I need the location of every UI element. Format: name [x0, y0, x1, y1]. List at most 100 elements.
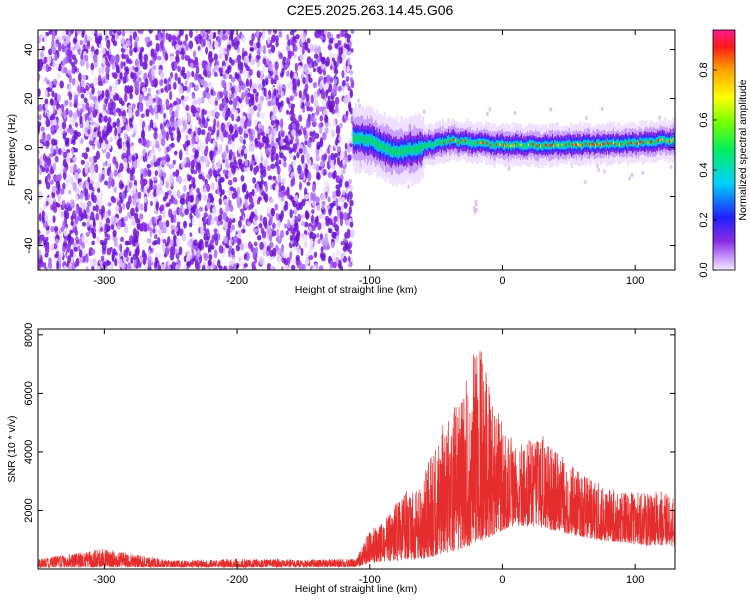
spectrogram-noise-cell [121, 202, 126, 210]
spectrogram-signal-cell [360, 133, 364, 142]
spectrogram-noise-cell [345, 43, 350, 50]
spectrogram-noise-cell [349, 221, 354, 228]
spectrogram-noise-cell [262, 169, 267, 178]
spectrogram-noise-cell [138, 52, 142, 60]
spectrogram-noise-cell [321, 132, 327, 141]
spectrogram-noise-cell [182, 119, 186, 128]
spectrogram-noise-cell [167, 84, 172, 91]
spectrogram-noise-cell [325, 88, 330, 94]
spectrogram-noise-cell [100, 226, 104, 232]
spectrogram-noise-cell [291, 176, 296, 186]
spectrogram-noise-cell [336, 190, 341, 197]
spectrogram-noise-cell [99, 190, 104, 200]
spectrogram-signal-cell [424, 142, 427, 148]
spectrogram-noise-cell [112, 236, 118, 243]
spectrogram-noise-cell [253, 119, 258, 127]
spectrogram-noise-cell [47, 261, 53, 270]
spectrogram-noise-cell [224, 33, 228, 40]
spectrogram-noise-cell [283, 265, 287, 270]
spectrogram-noise-cell [240, 175, 245, 182]
spectrogram-signal-cell [368, 136, 371, 145]
spectrogram-noise-cell [334, 197, 339, 208]
spectrogram-noise-cell [223, 199, 228, 205]
spectrogram-noise-cell [38, 104, 42, 112]
spectrogram-noise-cell [131, 103, 136, 110]
spectrogram-noise-cell [342, 159, 346, 166]
spectrogram-noise-cell [233, 235, 238, 244]
spectrogram-signal-cell [523, 144, 526, 149]
spectrogram-noise-cell [264, 147, 269, 155]
spectrogram-noise-cell [330, 152, 335, 161]
spectrogram-noise-cell [315, 196, 320, 204]
spectrogram-noise-cell [116, 139, 121, 147]
spectrogram-noise-cell [142, 137, 147, 148]
spectrogram-noise-cell [85, 147, 90, 153]
spectrogram-noise-cell [266, 206, 271, 215]
spectrogram-noise-cell [308, 246, 312, 255]
spectrogram-noise-cell [270, 35, 275, 44]
spectrogram-noise-cell [135, 80, 140, 91]
spectrogram-noise-cell [297, 46, 303, 53]
spectrogram-signal-cell [369, 135, 372, 143]
spectrogram-noise-cell [80, 52, 84, 61]
spectrogram-noise-cell [288, 165, 292, 173]
spectrogram-noise-cell [304, 41, 309, 51]
spectrogram-noise-cell [200, 96, 205, 104]
spectrogram-noise-cell [304, 83, 309, 92]
spectrogram-signal-cell [479, 139, 482, 145]
spectrogram-noise-cell [111, 197, 117, 204]
spectrogram-noise-cell [222, 65, 226, 70]
spectrogram-noise-cell [305, 74, 309, 84]
spectrogram-noise-cell [236, 101, 240, 107]
spectrogram-noise-cell [233, 123, 238, 130]
spectrogram-noise-cell [54, 30, 58, 36]
spectrogram-noise-cell [114, 54, 119, 64]
spectrogram-noise-cell [210, 181, 215, 192]
spectrogram-noise-cell [321, 56, 326, 65]
spectrogram-noise-cell [349, 107, 354, 115]
spectrogram-signal-cell [609, 141, 612, 147]
spectrogram-signal-cell [385, 144, 389, 153]
spectrogram-noise-cell [239, 215, 243, 221]
spectrogram-noise-cell [182, 85, 188, 91]
spectrogram-noise-cell [130, 71, 134, 80]
spectrogram-noise-cell [336, 156, 341, 166]
spectrogram-noise-cell [289, 208, 293, 219]
spectrogram-noise-cell [191, 135, 196, 145]
spectrogram-signal-cell [516, 142, 519, 147]
spectrogram-noise-cell [114, 258, 118, 267]
spectrogram-noise-cell [237, 60, 242, 70]
spectrogram-noise-cell [228, 179, 233, 186]
spectrogram-noise-cell [128, 251, 132, 257]
spectrogram-signal-cell [463, 139, 466, 144]
spectrogram-noise-cell [328, 51, 332, 60]
spectrogram-noise-cell [259, 256, 264, 266]
spectrogram-noise-cell [213, 53, 218, 62]
spectrogram-noise-cell [165, 247, 169, 256]
spectrogram-noise-cell [76, 245, 81, 252]
spectrogram-noise-cell [79, 199, 83, 208]
spectrogram-noise-cell [253, 105, 258, 111]
spectrogram-noise-cell [85, 231, 90, 237]
spectrogram-noise-cell [188, 30, 193, 38]
spectrogram-signal-cell [492, 142, 495, 147]
spectrogram-noise-cell [148, 95, 154, 105]
spectrogram-signal-cell [362, 134, 365, 141]
spectrogram-noise-cell [143, 206, 148, 212]
spectrogram-noise-cell [123, 71, 128, 78]
spectrogram-noise-cell [143, 196, 147, 204]
spectrogram-noise-cell [293, 143, 298, 151]
spectrogram-noise-cell [253, 168, 258, 176]
spectrogram-noise-cell [226, 107, 231, 117]
spectrogram-noise-cell [205, 173, 210, 179]
spectrogram-signal-cell [584, 141, 587, 146]
spectrogram-noise-cell [333, 169, 337, 179]
spectrogram-noise-cell [295, 132, 299, 138]
spectrogram-noise-cell [76, 30, 81, 35]
spectrogram-noise-cell [118, 205, 123, 214]
spectrogram-noise-cell [123, 216, 129, 222]
spectrogram-noise-cell [287, 50, 292, 59]
spectrogram-noise-cell [279, 229, 285, 239]
spectrogram-noise-cell [85, 266, 89, 270]
spectrogram-noise-cell [334, 224, 340, 232]
